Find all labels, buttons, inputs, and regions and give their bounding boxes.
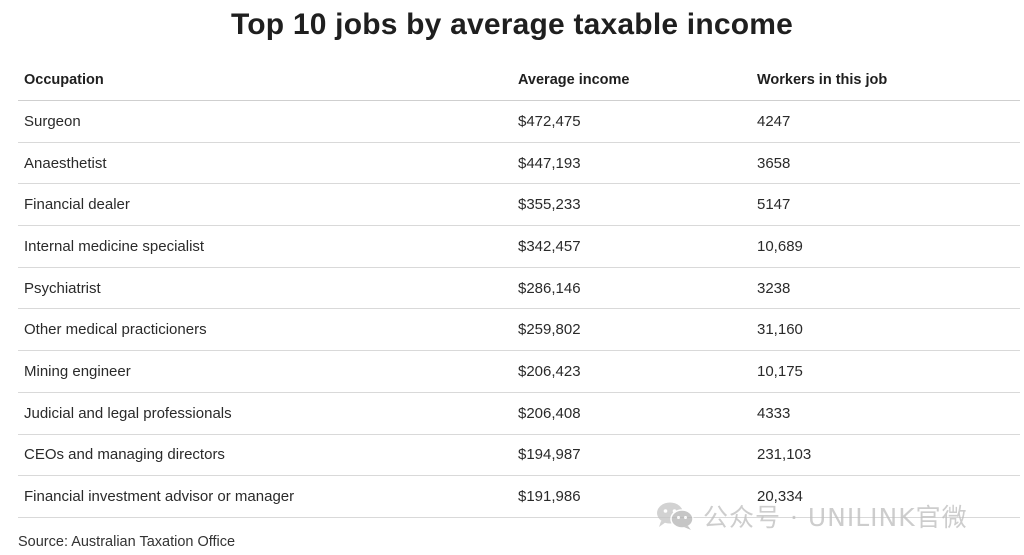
workers-cell: 4333 — [757, 404, 791, 422]
watermark: 公众号 · UNILINK官微 — [655, 496, 968, 536]
column-header-occupation: Occupation — [24, 72, 104, 88]
table-row: Surgeon $472,475 4247 — [18, 101, 1020, 143]
workers-cell: 231,103 — [757, 446, 812, 464]
average-income-cell: $194,987 — [518, 446, 581, 464]
workers-cell: 20,334 — [757, 488, 803, 506]
occupation-cell: Surgeon — [24, 112, 81, 130]
chart-title: Top 10 jobs by average taxable income — [230, 8, 794, 41]
table-row: Mining engineer $206,423 10,175 — [18, 351, 1020, 393]
table-row: Financial investment advisor or manager $… — [18, 476, 1020, 518]
average-income-cell: $355,233 — [518, 196, 581, 214]
average-income-cell: $472,475 — [518, 112, 581, 130]
table-row: Psychiatrist $286,146 3238 — [18, 268, 1020, 310]
average-income-cell: $447,193 — [518, 154, 581, 172]
average-income-cell: $191,986 — [518, 488, 581, 506]
column-header-workers: Workers in this job — [757, 72, 888, 88]
wechat-icon — [657, 502, 694, 530]
occupation-cell: Anaesthetist — [24, 154, 107, 172]
table-row: Anaesthetist $447,193 3658 — [18, 143, 1020, 185]
table-row: Internal medicine specialist $342,457 10,6… — [18, 226, 1020, 268]
workers-cell: 31,160 — [757, 321, 803, 339]
source-note: Source: Australian Taxation Office — [18, 534, 236, 550]
workers-cell: 5147 — [757, 196, 791, 214]
table-row: CEOs and managing directors $194,987 231,1… — [18, 435, 1020, 477]
table-body: Surgeon $472,475 4247 Anaesthetist $447,193 3… — [18, 101, 1020, 518]
average-income-cell: $342,457 — [518, 237, 581, 255]
column-header-average-income: Average income — [518, 72, 630, 88]
workers-cell: 4247 — [757, 112, 791, 130]
average-income-cell: $206,423 — [518, 362, 581, 380]
occupation-cell: Judicial and legal professionals — [24, 404, 232, 422]
occupation-cell: Other medical practicioners — [24, 321, 207, 339]
occupation-cell: Internal medicine specialist — [24, 237, 205, 255]
occupation-cell: Mining engineer — [24, 362, 131, 380]
watermark-text: 公众号 · UNILINK官微 — [703, 503, 968, 532]
table-row: Other medical practicioners $259,802 31,16… — [18, 309, 1020, 352]
workers-cell: 10,689 — [757, 237, 803, 255]
workers-cell: 10,175 — [757, 362, 803, 380]
occupation-cell: Psychiatrist — [24, 279, 101, 297]
occupation-cell: Financial dealer — [24, 196, 130, 214]
average-income-cell: $286,146 — [518, 279, 581, 297]
table-row: Judicial and legal professionals $206,408… — [18, 393, 1020, 435]
income-table: Occupation Average income Workers in thi… — [18, 60, 1020, 518]
average-income-cell: $206,408 — [518, 404, 581, 422]
table-row: Financial dealer $355,233 5147 — [18, 184, 1020, 227]
workers-cell: 3238 — [757, 279, 791, 297]
average-income-cell: $259,802 — [518, 321, 581, 339]
table-header-row: Occupation Average income Workers in thi… — [18, 60, 1020, 101]
occupation-cell: CEOs and managing directors — [24, 446, 225, 464]
workers-cell: 3658 — [757, 154, 791, 172]
occupation-cell: Financial investment advisor or manager — [24, 488, 295, 506]
